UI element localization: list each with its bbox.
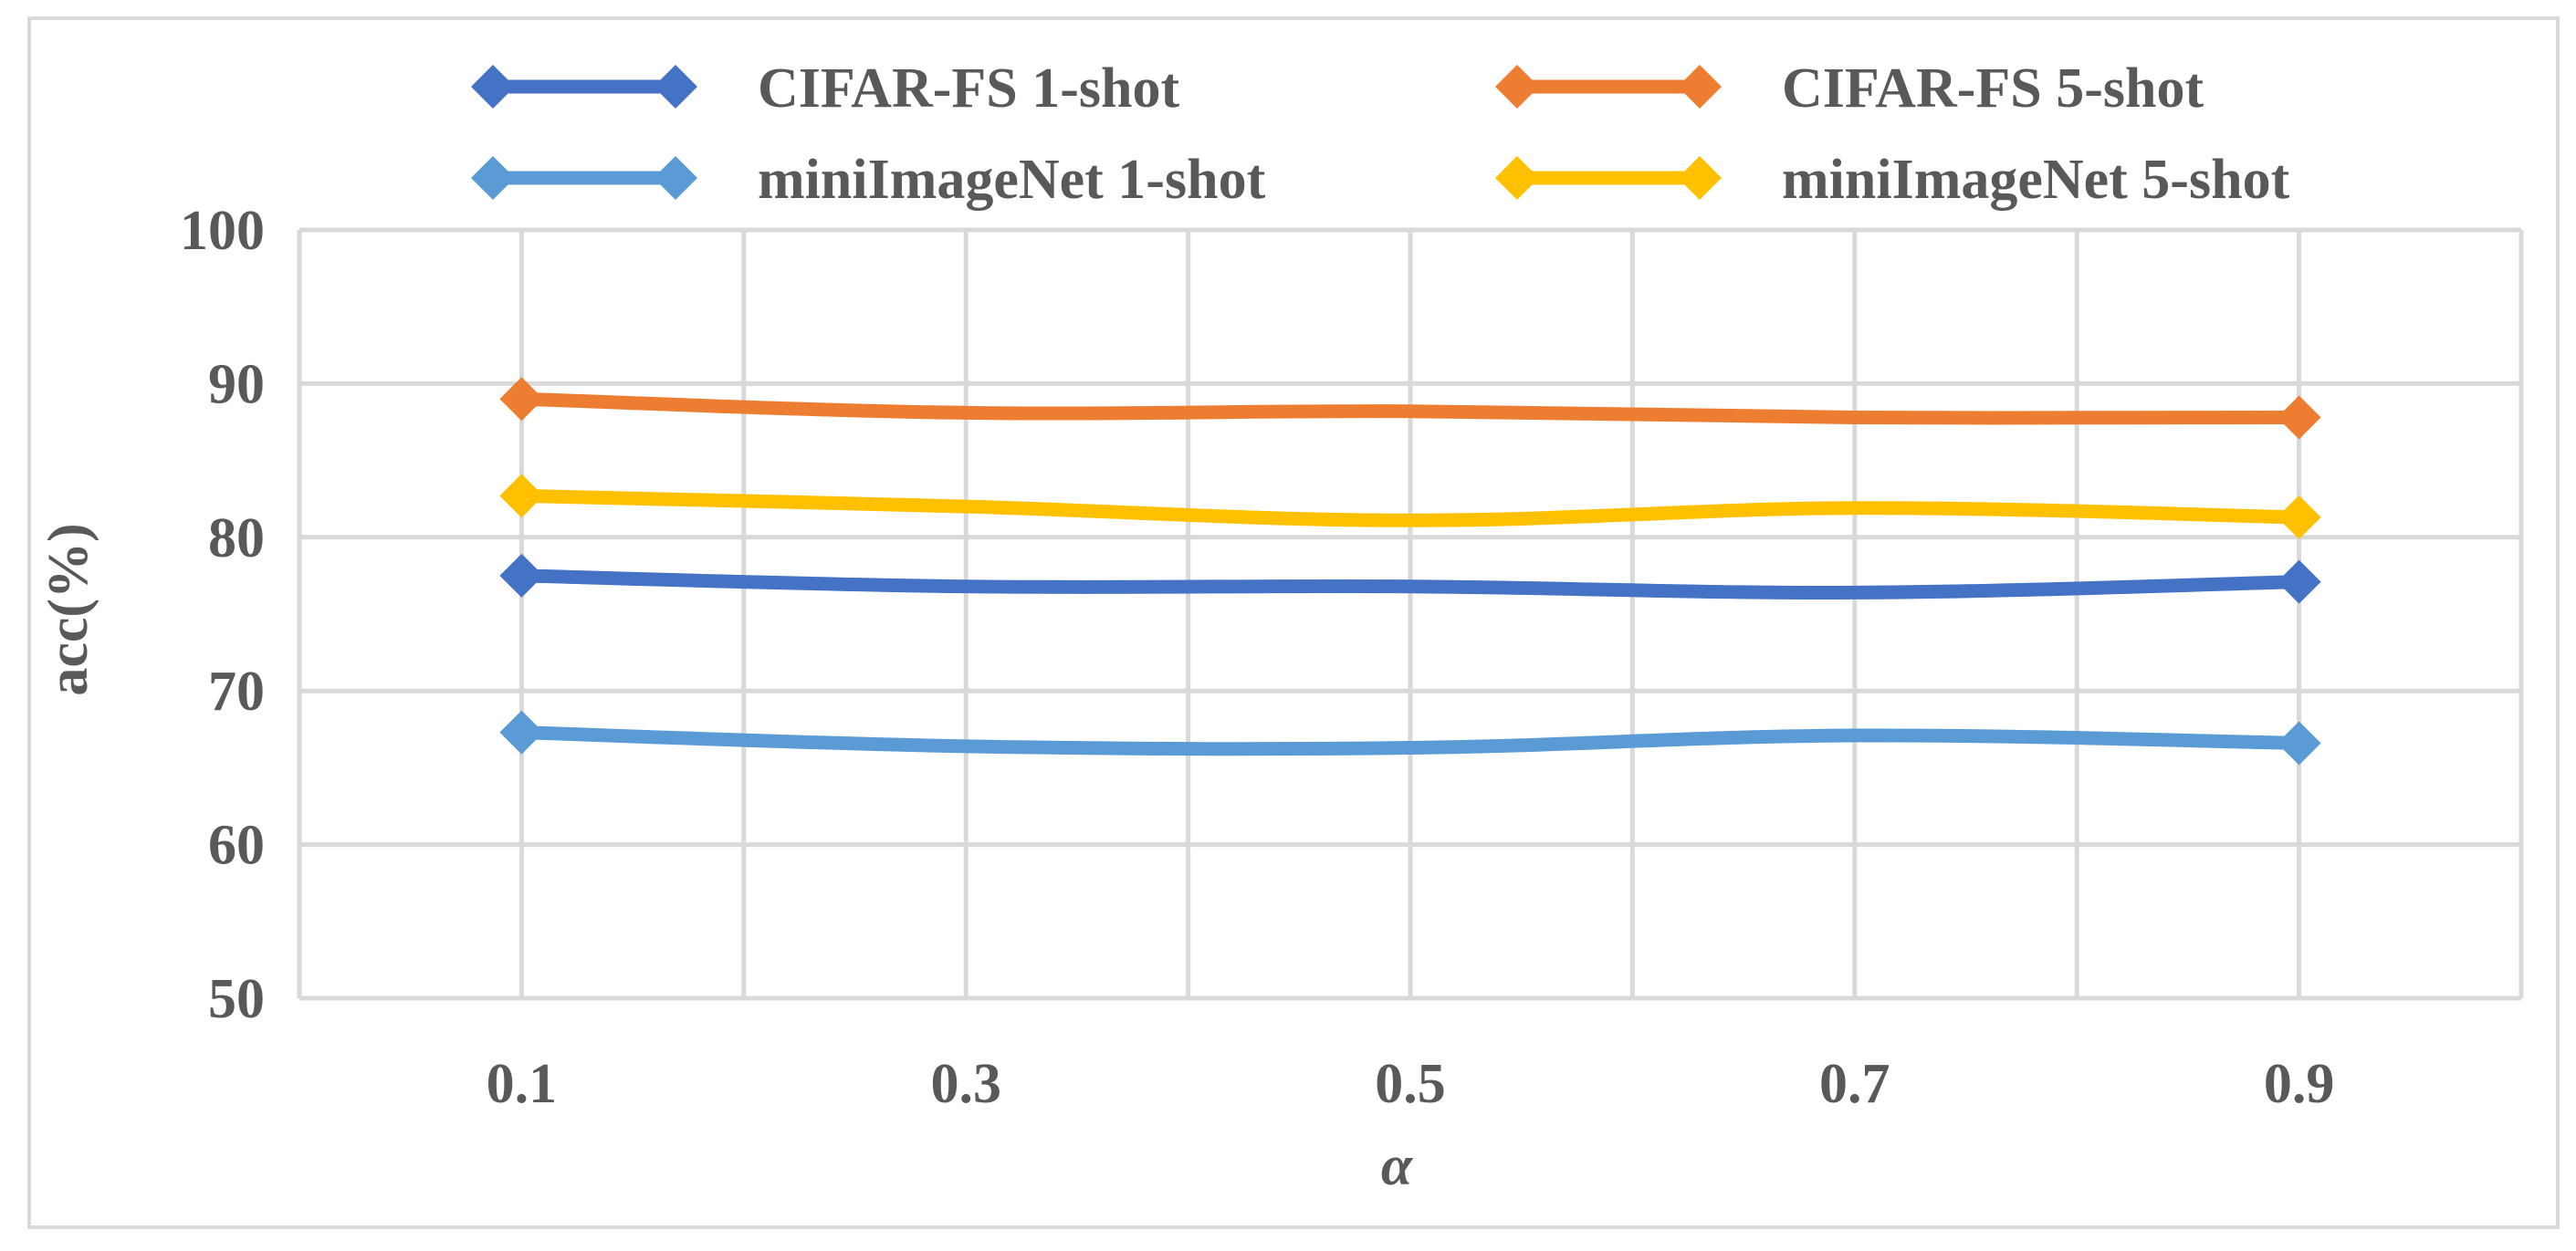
legend-diamond-icon — [1495, 156, 1539, 200]
legend-diamond-icon — [654, 156, 697, 200]
y-tick-label: 70 — [208, 661, 265, 723]
legend-label: miniImageNet 1-shot — [758, 149, 1266, 211]
x-tick-label: 0.9 — [2264, 1053, 2335, 1115]
series-line — [514, 568, 2307, 600]
diamond-marker — [2277, 395, 2321, 440]
x-tick-label: 0.3 — [930, 1053, 1001, 1115]
x-axis-ticks: 0.1 0.3 0.5 0.7 0.9 — [487, 1053, 2335, 1115]
x-tick-label: 0.5 — [1375, 1053, 1446, 1115]
y-tick-label: 80 — [208, 507, 265, 569]
diamond-marker — [499, 553, 544, 598]
diamond-marker — [499, 710, 544, 755]
series-line — [514, 725, 2307, 756]
y-tick-label: 60 — [208, 815, 265, 877]
series-group — [499, 377, 2321, 766]
legend-diamond-icon — [654, 65, 697, 109]
y-tick-label: 90 — [208, 353, 265, 415]
legend-diamond-icon — [1495, 65, 1539, 109]
y-axis-title: acc(%) — [37, 523, 99, 695]
y-axis-ticks: 50 60 70 80 90 100 — [180, 200, 265, 1030]
legend: CIFAR-FS 1-shot CIFAR-FS 5-shot miniImageN… — [471, 57, 2290, 211]
legend-diamond-icon — [1678, 65, 1722, 109]
diamond-marker — [499, 474, 544, 518]
diamond-marker — [2277, 721, 2321, 766]
legend-diamond-icon — [471, 156, 515, 200]
series-line — [514, 391, 2307, 425]
legend-diamond-icon — [1678, 156, 1722, 200]
diamond-marker — [2277, 495, 2321, 539]
legend-label: CIFAR-FS 5-shot — [1782, 57, 2204, 120]
series-line — [514, 488, 2307, 527]
x-axis-title: α — [1381, 1135, 1414, 1197]
legend-label: miniImageNet 5-shot — [1782, 149, 2290, 211]
chart-border — [27, 16, 2560, 1229]
diamond-marker — [2277, 559, 2321, 604]
diamond-marker — [499, 377, 544, 422]
legend-label: CIFAR-FS 1-shot — [758, 57, 1179, 120]
x-tick-label: 0.1 — [487, 1053, 558, 1115]
y-tick-label: 100 — [180, 200, 265, 262]
gridlines — [297, 227, 2524, 1001]
y-tick-label: 50 — [208, 968, 265, 1030]
x-tick-label: 0.7 — [1819, 1053, 1890, 1115]
legend-diamond-icon — [471, 65, 515, 109]
